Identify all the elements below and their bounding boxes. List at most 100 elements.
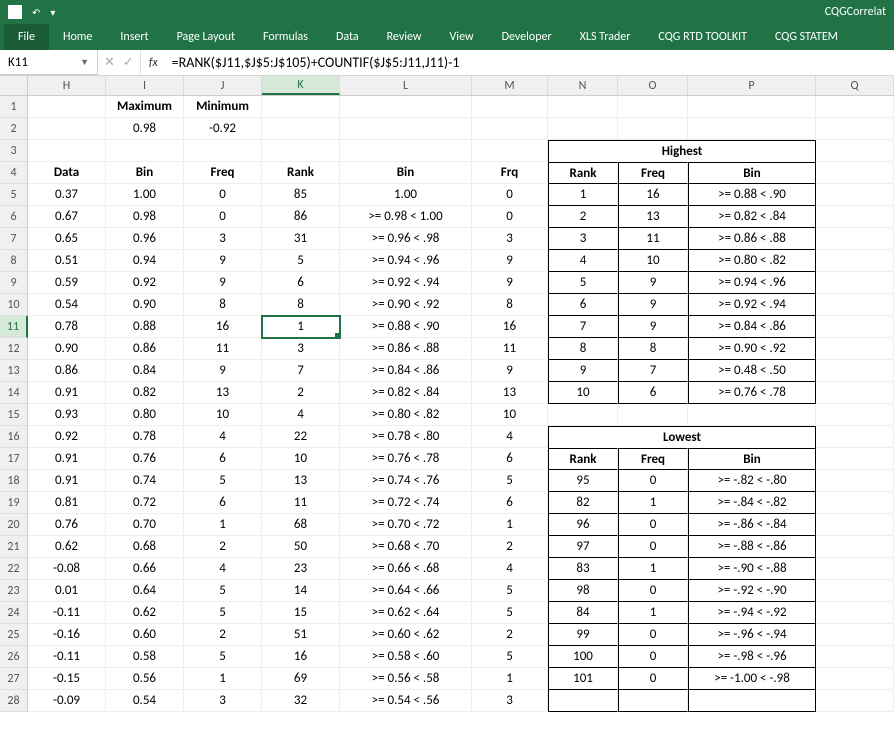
cell[interactable]: >= 0.84 < .86 xyxy=(340,360,472,382)
cell[interactable]: 0.82 xyxy=(106,382,184,404)
tab-formulas[interactable]: Formulas xyxy=(249,24,322,50)
cell[interactable]: >= 0.68 < .70 xyxy=(340,536,472,558)
cell[interactable]: 5 xyxy=(262,250,340,272)
cell[interactable]: 0.80 xyxy=(106,404,184,426)
row-head-17[interactable]: 17 xyxy=(0,448,28,470)
cell[interactable]: 0 xyxy=(184,184,262,206)
cell[interactable]: 9 xyxy=(472,360,548,382)
cell[interactable] xyxy=(816,382,894,404)
cell[interactable]: 16 xyxy=(262,646,340,668)
cell[interactable]: 2 xyxy=(184,624,262,646)
cell[interactable]: Minimum xyxy=(184,96,262,118)
row-head-23[interactable]: 23 xyxy=(0,580,28,602)
cell[interactable]: 8 xyxy=(618,338,688,360)
row-head-3[interactable]: 3 xyxy=(0,140,28,162)
cell[interactable] xyxy=(548,96,618,118)
cell[interactable]: >= 0.64 < .66 xyxy=(340,580,472,602)
cell[interactable] xyxy=(262,96,340,118)
cell[interactable]: 0.66 xyxy=(106,558,184,580)
cell[interactable] xyxy=(618,118,688,140)
cell[interactable]: 0.78 xyxy=(106,426,184,448)
cell[interactable]: 16 xyxy=(184,316,262,338)
cell[interactable]: >= 0.96 < .98 xyxy=(340,228,472,250)
cell[interactable]: 1 xyxy=(618,492,688,514)
cell[interactable] xyxy=(28,96,106,118)
cell[interactable] xyxy=(184,140,262,162)
row-head-8[interactable]: 8 xyxy=(0,250,28,272)
cell[interactable]: 14 xyxy=(262,580,340,602)
cell[interactable]: 0 xyxy=(472,184,548,206)
cell[interactable]: >= 0.78 < .80 xyxy=(340,426,472,448)
row-head-21[interactable]: 21 xyxy=(0,536,28,558)
cell[interactable]: 0.56 xyxy=(106,668,184,690)
cell[interactable]: >= 0.86 < .88 xyxy=(340,338,472,360)
row-head-19[interactable]: 19 xyxy=(0,492,28,514)
cell[interactable]: -0.11 xyxy=(28,602,106,624)
cell[interactable]: 5 xyxy=(472,602,548,624)
cell[interactable]: 86 xyxy=(262,206,340,228)
cell[interactable]: 3 xyxy=(548,228,618,250)
tab-developer[interactable]: Developer xyxy=(488,24,566,50)
cell[interactable] xyxy=(816,294,894,316)
tab-cqg-rtd[interactable]: CQG RTD TOOLKIT xyxy=(644,24,761,50)
col-head-H[interactable]: H xyxy=(28,76,106,95)
cell[interactable] xyxy=(816,206,894,228)
cell[interactable]: 9 xyxy=(184,360,262,382)
cell[interactable]: 5 xyxy=(472,580,548,602)
tab-xls-trader[interactable]: XLS Trader xyxy=(566,24,645,50)
cell[interactable] xyxy=(816,580,894,602)
cell[interactable] xyxy=(472,96,548,118)
cell[interactable]: 6 xyxy=(184,492,262,514)
cell[interactable]: Maximum xyxy=(106,96,184,118)
row-head-27[interactable]: 27 xyxy=(0,668,28,690)
cell[interactable]: >= 0.74 < .76 xyxy=(340,470,472,492)
cell[interactable]: -0.16 xyxy=(28,624,106,646)
row-head-9[interactable]: 9 xyxy=(0,272,28,294)
cell[interactable]: 8 xyxy=(548,338,618,360)
cell[interactable]: 1.00 xyxy=(106,184,184,206)
cell[interactable] xyxy=(340,118,472,140)
cell[interactable]: 0.81 xyxy=(28,492,106,514)
cell[interactable] xyxy=(816,272,894,294)
cell[interactable]: >= 0.60 < .62 xyxy=(340,624,472,646)
cell[interactable]: 0.91 xyxy=(28,382,106,404)
cell[interactable] xyxy=(816,668,894,690)
row-head-5[interactable]: 5 xyxy=(0,184,28,206)
row-head-2[interactable]: 2 xyxy=(0,118,28,140)
cell[interactable] xyxy=(548,404,618,426)
col-head-N[interactable]: N xyxy=(548,76,618,95)
cell[interactable]: 0 xyxy=(618,668,688,690)
qat-undo[interactable]: ↶ xyxy=(32,6,40,19)
cell[interactable] xyxy=(618,404,688,426)
cell[interactable]: >= 0.76 < .78 xyxy=(688,382,816,404)
cell[interactable]: 9 xyxy=(618,316,688,338)
cell[interactable]: >= 0.54 < .56 xyxy=(340,690,472,712)
cell[interactable]: Bin xyxy=(106,162,184,184)
cell[interactable]: 9 xyxy=(472,250,548,272)
cell[interactable]: Freq xyxy=(618,162,688,184)
cell[interactable]: 0.70 xyxy=(106,514,184,536)
cell[interactable]: >= -1.00 < -.98 xyxy=(688,668,816,690)
cell[interactable]: Bin xyxy=(340,162,472,184)
col-head-M[interactable]: M xyxy=(472,76,548,95)
cell[interactable]: 32 xyxy=(262,690,340,712)
cell[interactable] xyxy=(816,448,894,470)
name-box-dropdown-icon[interactable]: ▼ xyxy=(80,57,89,68)
cell[interactable]: Bin xyxy=(688,162,816,184)
cell[interactable]: 0.74 xyxy=(106,470,184,492)
cell[interactable]: 3 xyxy=(184,228,262,250)
cell[interactable]: >= -.96 < -.94 xyxy=(688,624,816,646)
cell[interactable]: 1 xyxy=(184,514,262,536)
cell[interactable]: 6 xyxy=(262,272,340,294)
cell[interactable]: >= 0.62 < .64 xyxy=(340,602,472,624)
row-head-24[interactable]: 24 xyxy=(0,602,28,624)
cell[interactable]: 0.93 xyxy=(28,404,106,426)
cell[interactable] xyxy=(688,96,816,118)
row-head-6[interactable]: 6 xyxy=(0,206,28,228)
cell[interactable]: >= 0.72 < .74 xyxy=(340,492,472,514)
cell[interactable]: 99 xyxy=(548,624,618,646)
cell[interactable]: 3 xyxy=(472,690,548,712)
row-head-18[interactable]: 18 xyxy=(0,470,28,492)
tab-insert[interactable]: Insert xyxy=(106,24,162,50)
cell[interactable]: >= -.82 < -.80 xyxy=(688,470,816,492)
